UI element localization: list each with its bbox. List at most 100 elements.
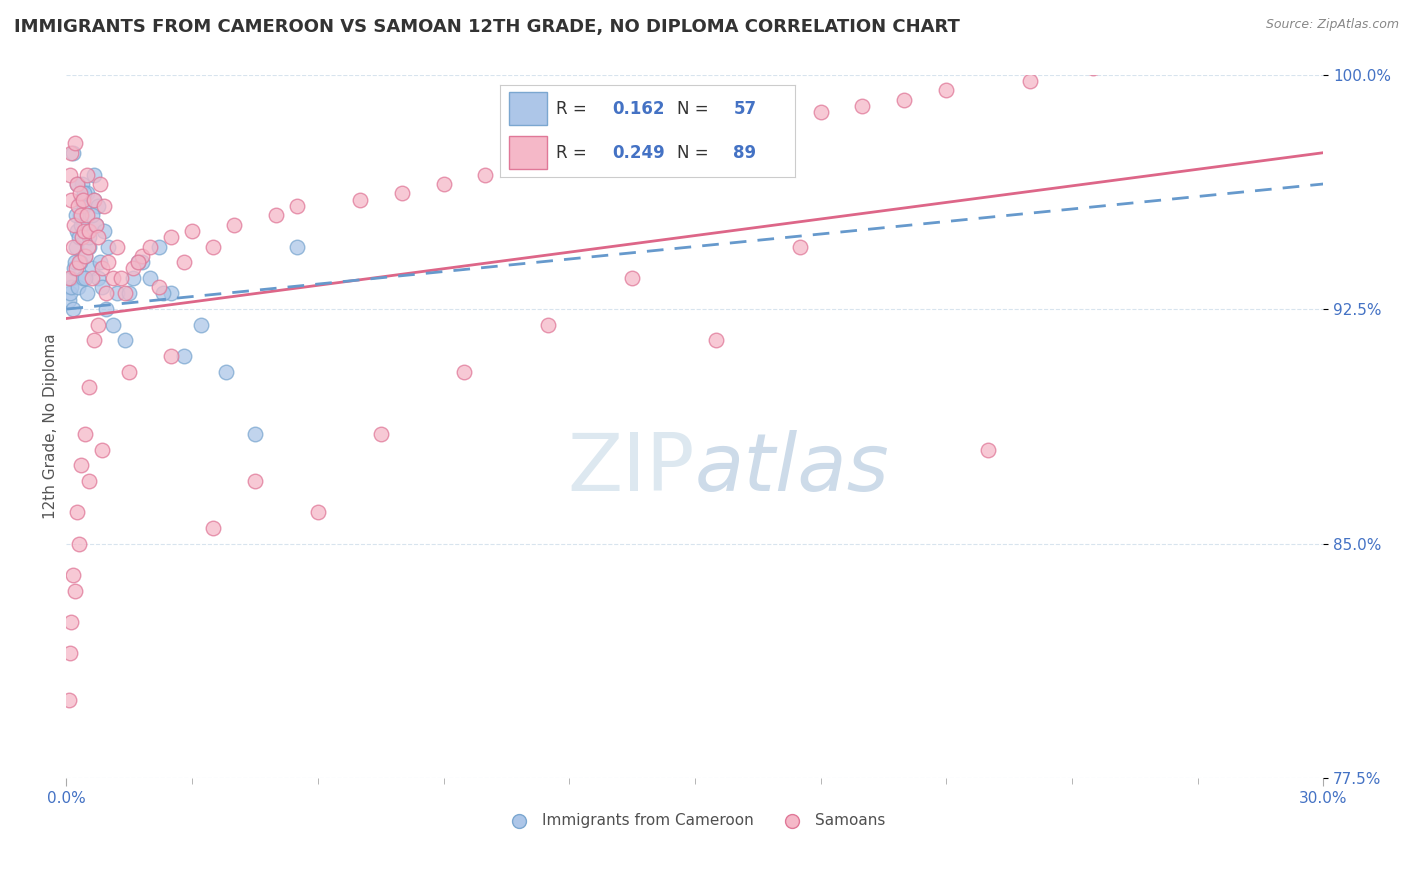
Point — [76, 186, 98, 201]
Point — [79, 239, 101, 253]
Point — [91, 280, 114, 294]
Point — [62, 145, 84, 160]
Point — [110, 270, 132, 285]
Point — [65, 208, 87, 222]
Point — [58, 270, 80, 285]
Point — [118, 365, 141, 379]
Point — [89, 255, 111, 269]
Text: IMMIGRANTS FROM CAMEROON VS SAMOAN 12TH GRADE, NO DIPLOMA CORRELATION CHART: IMMIGRANTS FROM CAMEROON VS SAMOAN 12TH … — [14, 18, 960, 36]
Point — [127, 255, 149, 269]
Point — [79, 224, 101, 238]
Point — [63, 583, 86, 598]
Point — [83, 334, 105, 348]
Point — [704, 334, 727, 348]
Point — [73, 186, 96, 201]
Point — [96, 302, 118, 317]
Point — [70, 208, 93, 222]
Point — [683, 130, 706, 145]
Point — [83, 193, 105, 207]
Text: Source: ZipAtlas.com: Source: ZipAtlas.com — [1265, 18, 1399, 31]
Point — [243, 474, 266, 488]
Point — [63, 255, 86, 269]
Point — [222, 218, 245, 232]
Point — [97, 239, 120, 253]
Point — [80, 261, 103, 276]
Point — [105, 239, 128, 253]
Point — [641, 136, 664, 151]
Point — [285, 239, 308, 253]
Point — [62, 302, 84, 317]
Point — [62, 568, 84, 582]
Point — [89, 177, 111, 191]
Point — [72, 270, 94, 285]
Point — [63, 136, 86, 151]
Point — [72, 177, 94, 191]
Point — [58, 693, 80, 707]
Point — [66, 177, 89, 191]
Point — [93, 224, 115, 238]
Point — [75, 270, 97, 285]
Point — [810, 105, 832, 120]
Point — [59, 168, 82, 182]
Point — [851, 99, 873, 113]
Point — [139, 270, 162, 285]
Point — [75, 249, 97, 263]
Point — [131, 255, 153, 269]
Point — [190, 318, 212, 332]
Point — [84, 218, 107, 232]
Point — [59, 280, 82, 294]
Point — [474, 168, 496, 182]
Point — [69, 186, 91, 201]
Point — [87, 230, 110, 244]
Point — [87, 318, 110, 332]
Point — [67, 199, 90, 213]
Point — [79, 380, 101, 394]
Point — [391, 186, 413, 201]
Point — [75, 249, 97, 263]
Point — [152, 286, 174, 301]
Point — [69, 255, 91, 269]
Point — [84, 218, 107, 232]
Point — [63, 261, 86, 276]
Point — [202, 521, 225, 535]
Point — [65, 261, 87, 276]
Point — [173, 255, 195, 269]
Point — [76, 286, 98, 301]
Point — [77, 239, 100, 253]
Point — [516, 161, 538, 176]
Point — [83, 193, 105, 207]
Point — [62, 239, 84, 253]
Point — [72, 193, 94, 207]
Point — [768, 114, 790, 128]
Point — [67, 280, 90, 294]
Point — [67, 536, 90, 550]
Point — [72, 230, 94, 244]
Point — [58, 293, 80, 307]
Point — [725, 124, 748, 138]
Point — [59, 286, 82, 301]
Point — [96, 286, 118, 301]
Point — [148, 280, 170, 294]
Point — [87, 199, 110, 213]
Point — [93, 199, 115, 213]
Point — [105, 286, 128, 301]
Point — [307, 505, 329, 519]
Text: ZIP: ZIP — [568, 430, 695, 508]
Point — [621, 270, 644, 285]
Point — [432, 177, 454, 191]
Point — [131, 249, 153, 263]
Point — [285, 199, 308, 213]
Point — [91, 442, 114, 457]
Point — [160, 230, 183, 244]
Point — [122, 261, 145, 276]
Point — [264, 208, 287, 222]
Point — [1081, 62, 1104, 76]
Point — [127, 255, 149, 269]
Point — [789, 239, 811, 253]
Point — [79, 230, 101, 244]
Point — [181, 224, 204, 238]
Point — [59, 145, 82, 160]
Point — [79, 474, 101, 488]
Point — [243, 427, 266, 442]
Point — [70, 218, 93, 232]
